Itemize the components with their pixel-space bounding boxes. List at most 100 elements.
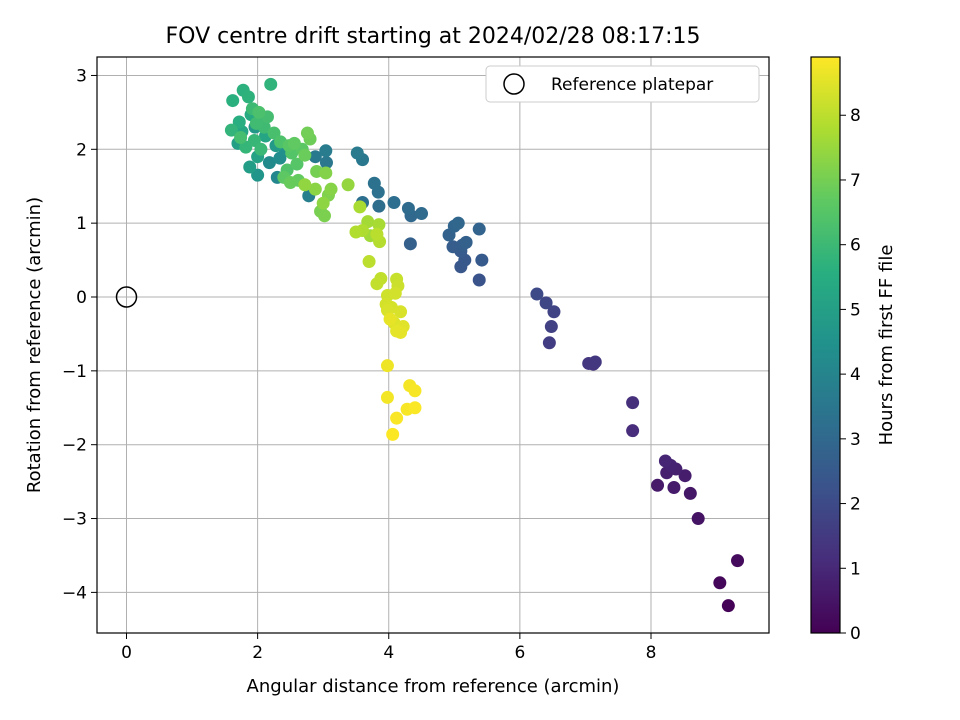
data-point bbox=[691, 512, 705, 526]
data-point bbox=[226, 94, 240, 108]
data-point bbox=[451, 216, 465, 230]
x-tick-label: 6 bbox=[514, 643, 525, 663]
data-point bbox=[234, 130, 248, 144]
data-point bbox=[472, 222, 486, 236]
data-point bbox=[415, 207, 429, 221]
colorbar-tick-label: 2 bbox=[850, 495, 861, 515]
data-point bbox=[324, 182, 338, 196]
colorbar-tick-label: 3 bbox=[850, 430, 861, 450]
data-point bbox=[542, 336, 556, 350]
data-points bbox=[224, 77, 745, 613]
data-point bbox=[408, 384, 422, 398]
legend-label: Reference platepar bbox=[551, 75, 713, 95]
y-tick-label: 0 bbox=[76, 288, 87, 308]
data-point bbox=[658, 454, 672, 468]
data-point bbox=[386, 427, 400, 441]
data-point bbox=[721, 599, 735, 613]
data-point bbox=[316, 196, 330, 210]
data-point bbox=[267, 126, 281, 140]
data-point bbox=[249, 116, 263, 130]
data-point bbox=[241, 90, 255, 104]
data-point bbox=[380, 390, 394, 404]
x-tick-label: 4 bbox=[383, 643, 394, 663]
colorbar-tick-label: 5 bbox=[850, 300, 861, 320]
data-point bbox=[349, 225, 363, 239]
colorbar-ticks: 0 1 2 3 4 5 6 7 8 bbox=[840, 106, 861, 644]
data-point bbox=[472, 273, 486, 287]
data-point bbox=[370, 227, 384, 241]
data-point bbox=[401, 201, 415, 215]
x-axis-label: Angular distance from reference (arcmin) bbox=[247, 676, 620, 697]
colorbar: 0 1 2 3 4 5 6 7 8 Hours from first FF file bbox=[810, 56, 897, 644]
data-point bbox=[319, 156, 333, 170]
data-point bbox=[298, 178, 312, 192]
x-tick-label: 2 bbox=[252, 643, 263, 663]
data-point bbox=[408, 401, 422, 415]
data-point bbox=[283, 176, 297, 190]
data-point bbox=[287, 136, 301, 150]
colorbar-gradient bbox=[811, 57, 840, 633]
colorbar-tick-label: 8 bbox=[850, 106, 861, 126]
x-axis-ticks: 0 2 4 6 8 bbox=[121, 633, 656, 663]
data-point bbox=[317, 209, 331, 223]
x-tick-label: 0 bbox=[121, 643, 132, 663]
data-point bbox=[588, 355, 602, 369]
colorbar-tick-label: 4 bbox=[850, 365, 861, 385]
data-point bbox=[254, 142, 268, 156]
data-point bbox=[713, 576, 727, 590]
data-point bbox=[300, 126, 314, 140]
colorbar-tick-label: 0 bbox=[850, 624, 861, 644]
data-point bbox=[390, 411, 404, 425]
data-point bbox=[252, 105, 266, 119]
data-point bbox=[350, 146, 364, 160]
x-tick-label: 8 bbox=[646, 643, 657, 663]
y-tick-label: −3 bbox=[62, 510, 87, 530]
data-point bbox=[319, 166, 333, 180]
data-point bbox=[387, 195, 401, 209]
data-point bbox=[372, 199, 386, 213]
data-point bbox=[667, 481, 681, 495]
data-point bbox=[367, 176, 381, 190]
data-point bbox=[232, 115, 246, 129]
legend: Reference platepar bbox=[485, 65, 760, 103]
data-point bbox=[298, 148, 312, 162]
data-point bbox=[341, 178, 355, 192]
y-tick-label: 2 bbox=[76, 140, 87, 160]
colorbar-frame bbox=[810, 56, 841, 634]
colorbar-tick-label: 6 bbox=[850, 236, 861, 256]
colorbar-label: Hours from first FF file bbox=[876, 245, 897, 446]
data-point bbox=[626, 396, 640, 410]
data-point bbox=[547, 305, 561, 319]
data-point bbox=[251, 168, 265, 182]
y-tick-label: −1 bbox=[62, 362, 87, 382]
data-point bbox=[319, 144, 333, 158]
grid-lines bbox=[97, 57, 769, 633]
data-point bbox=[262, 156, 276, 170]
data-point bbox=[651, 478, 665, 492]
legend-marker bbox=[503, 73, 525, 95]
data-point bbox=[264, 77, 278, 91]
data-point bbox=[731, 554, 745, 568]
reference-point bbox=[115, 286, 138, 308]
data-point bbox=[247, 133, 261, 147]
data-point bbox=[539, 296, 553, 310]
data-point bbox=[308, 182, 322, 196]
data-point bbox=[308, 150, 322, 164]
data-point bbox=[459, 235, 473, 249]
data-point bbox=[394, 305, 408, 319]
data-point bbox=[383, 312, 397, 326]
colorbar-tick-label: 7 bbox=[850, 171, 861, 191]
data-point bbox=[678, 469, 692, 483]
plot-frame bbox=[96, 56, 770, 634]
y-axis-label: Rotation from reference (arcmin) bbox=[24, 197, 45, 493]
data-point bbox=[475, 253, 489, 267]
y-tick-label: −2 bbox=[62, 436, 87, 456]
y-tick-label: 3 bbox=[76, 66, 87, 86]
data-point bbox=[403, 237, 417, 251]
data-point bbox=[380, 359, 394, 373]
data-point bbox=[544, 320, 558, 334]
legend-box bbox=[485, 65, 760, 103]
data-point bbox=[362, 255, 376, 269]
data-point bbox=[370, 277, 384, 291]
